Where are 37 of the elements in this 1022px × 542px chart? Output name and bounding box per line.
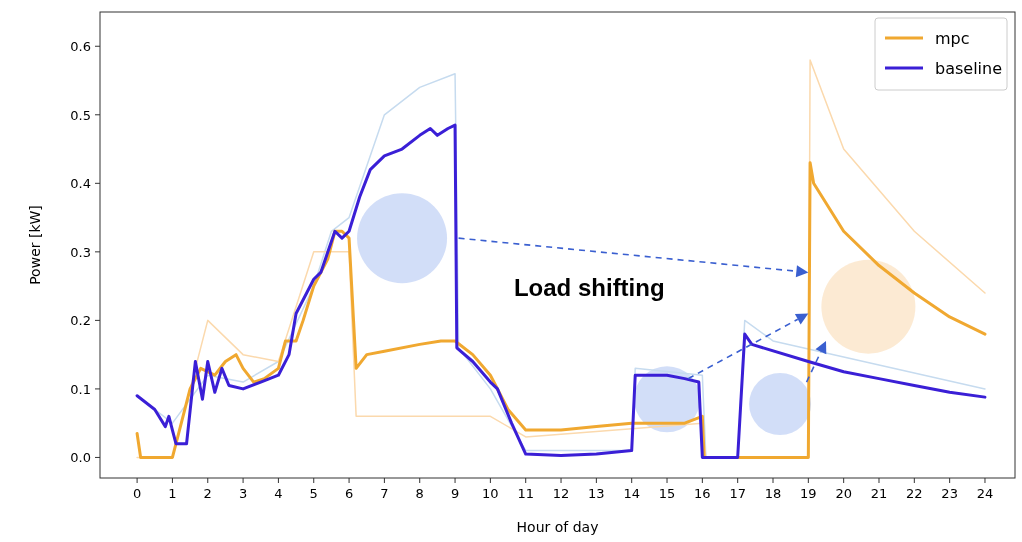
x-tick-label: 19 bbox=[800, 486, 817, 501]
x-tick-label: 3 bbox=[238, 486, 248, 501]
x-tick-label: 2 bbox=[203, 486, 212, 501]
legend-label: baseline bbox=[935, 59, 1003, 78]
y-tick-label: 0.4 bbox=[70, 176, 91, 192]
x-tick-label: 11 bbox=[517, 486, 534, 501]
x-tick-label: 22 bbox=[906, 486, 923, 501]
x-axis-title: Hour of day bbox=[516, 519, 599, 535]
x-tick-label: 9 bbox=[450, 486, 460, 501]
x-tick-label: 0 bbox=[132, 486, 142, 501]
x-tick-label: 24 bbox=[976, 486, 994, 501]
legend-label: mpc bbox=[935, 29, 970, 48]
y-axis-title: Power [kW] bbox=[27, 205, 43, 285]
y-tick-label: 0.6 bbox=[70, 39, 91, 55]
y-tick-label: 0.3 bbox=[70, 244, 91, 260]
x-tick-label: 21 bbox=[870, 486, 888, 501]
x-tick-label: 6 bbox=[344, 486, 354, 501]
y-tick-label: 0.2 bbox=[70, 313, 91, 329]
x-tick-label: 17 bbox=[729, 486, 746, 501]
x-tick-label: 8 bbox=[415, 486, 424, 501]
annotation: Load shifting bbox=[513, 274, 665, 302]
x-tick-label: 12 bbox=[552, 486, 570, 501]
x-tick-label: 15 bbox=[658, 486, 676, 501]
x-tick-label: 5 bbox=[309, 486, 318, 501]
x-tick-label: 14 bbox=[623, 486, 640, 501]
y-tick-label: 0.0 bbox=[70, 450, 91, 466]
x-tick-label: 23 bbox=[941, 486, 958, 501]
y-tick-label: 0.1 bbox=[70, 381, 91, 397]
x-tick-label: 1 bbox=[168, 486, 177, 501]
x-tick-label: 7 bbox=[380, 486, 389, 501]
x-tick-label: 16 bbox=[694, 486, 711, 501]
x-tick-label: 18 bbox=[764, 486, 782, 501]
y-tick-label: 0.5 bbox=[70, 107, 91, 123]
x-tick-label: 10 bbox=[482, 486, 499, 501]
x-tick-label: 13 bbox=[588, 486, 605, 501]
x-tick-label: 20 bbox=[835, 486, 852, 501]
x-tick-label: 4 bbox=[274, 486, 283, 501]
